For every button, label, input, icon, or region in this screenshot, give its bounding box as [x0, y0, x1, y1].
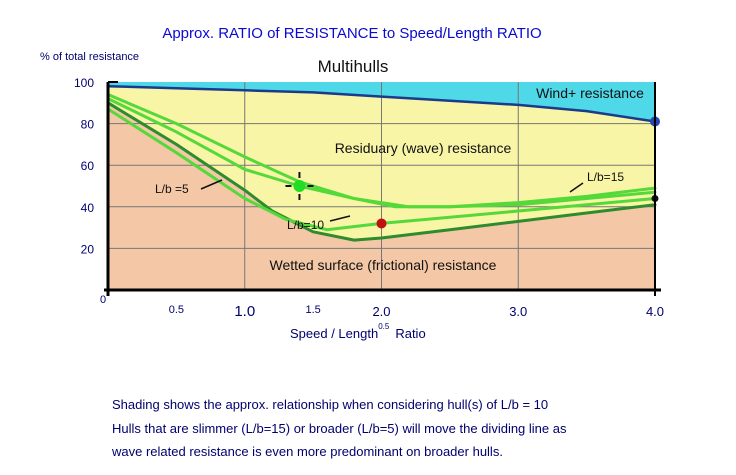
chart-title: Approx. RATIO of RESISTANCE to Speed/Len…: [162, 25, 541, 42]
resistance-chart: Approx. RATIO of RESISTANCE to Speed/Len…: [40, 25, 664, 341]
series-line-0: [106, 84, 657, 123]
x-tick-label: 3.0: [509, 304, 527, 319]
y-tick-label: 60: [81, 159, 95, 173]
marker-point: [293, 180, 306, 192]
tick-labels: 20 40 60 80 100 1.0 2.0 3.0 4.0 0.5 1.5 0: [74, 76, 664, 320]
x-axis-label-suffix: Ratio: [395, 326, 425, 341]
y-tick-label: 40: [81, 201, 95, 215]
y-axis-label: % of total resistance: [40, 51, 139, 63]
region-label-wetted-surface: Wetted surface (frictional) resistance: [270, 257, 497, 273]
series-label: L/b=15: [587, 170, 624, 184]
y-tick-label: 80: [81, 118, 95, 132]
region-label-wind: Wind+ resistance: [536, 85, 644, 101]
y-tick-label: 20: [81, 242, 95, 256]
series-label-pointer: [200, 179, 223, 190]
region-label-residuary: Residuary (wave) resistance: [335, 140, 512, 156]
x-tick-label-minor: 1.5: [305, 304, 320, 316]
axes: [104, 81, 661, 296]
series-lines: [106, 84, 657, 242]
y-tick-label: 100: [74, 76, 94, 90]
x-axis-label-superscript: 0.5: [378, 322, 390, 331]
series-label-pointer: [569, 182, 584, 193]
caption-line-3: wave related resistance is even more pre…: [112, 444, 503, 459]
x-tick-label: 4.0: [646, 304, 664, 319]
chart-subtitle: Multihulls: [318, 57, 389, 76]
series-labels: L/b =5 L/b=10 L/b=15: [155, 170, 624, 232]
x-origin-label: 0: [100, 294, 106, 306]
caption-line-2: Hulls that are slimmer (L/b=15) or broad…: [112, 421, 567, 436]
marker-point: [376, 218, 387, 229]
x-axis-label-main: Speed / Length: [290, 326, 378, 341]
series-label-pointer: [329, 215, 351, 222]
series-line-3: [106, 107, 657, 232]
x-axis-label: Speed / Length0.5 Ratio: [290, 322, 426, 341]
series-label: L/b=10: [287, 218, 324, 232]
region-labels: Wind+ resistance Residuary (wave) resista…: [270, 85, 645, 273]
x-tick-label: 2.0: [372, 304, 390, 319]
x-tick-label: 1.0: [234, 303, 255, 320]
series-line-4: [106, 97, 657, 209]
series-label: L/b =5: [155, 182, 189, 196]
series-line-1: [106, 101, 657, 242]
x-tick-label-minor: 0.5: [169, 304, 184, 316]
caption-line-1: Shading shows the approx. relationship w…: [112, 397, 549, 412]
